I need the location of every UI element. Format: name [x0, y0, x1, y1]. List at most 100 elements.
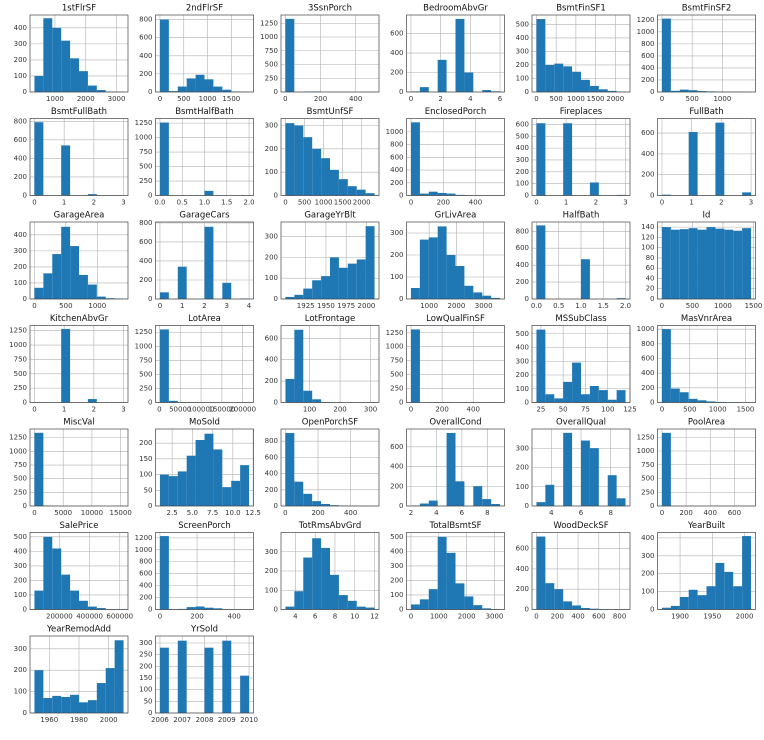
y-tick-label: 400 [641, 150, 654, 158]
chart-title: FullBath [689, 107, 723, 117]
bar [536, 329, 546, 403]
bar [446, 193, 456, 196]
bar [697, 229, 707, 299]
bar [204, 190, 214, 196]
y-tick-label: 0 [23, 88, 27, 96]
y-tick-label: 500 [14, 370, 27, 378]
x-tick-label: 3000 [486, 613, 504, 621]
x-tick-label: 2000 [606, 95, 624, 103]
x-tick-label: 200 [437, 199, 450, 207]
y-tick-label: 300 [265, 233, 278, 241]
bar [688, 589, 698, 610]
bar [581, 259, 590, 299]
y-tick-label: 500 [516, 330, 529, 338]
y-tick-label: 0 [148, 709, 152, 717]
plot-frame [406, 118, 505, 196]
bar [563, 432, 573, 506]
y-tick-label: 200 [14, 666, 27, 674]
x-tick-label: 400 [344, 509, 357, 517]
bar [455, 266, 465, 299]
chart-title: YearRemodAdd [46, 625, 111, 635]
x-tick-label: 5.0 [187, 509, 198, 517]
bar [294, 294, 304, 299]
plot-frame [280, 14, 380, 93]
bar [321, 503, 330, 506]
x-tick-label: 1 [62, 406, 66, 414]
y-tick-label: 0 [274, 399, 278, 407]
x-tick-label: 400000 [76, 613, 103, 621]
bar [61, 40, 71, 92]
chart-title: BsmtHalfBath [175, 107, 234, 117]
y-tick-label: 600 [516, 120, 529, 128]
y-tick-label: 400 [265, 470, 278, 478]
y-tick-label: 750 [14, 355, 27, 363]
x-tick-label: 25 [536, 406, 545, 414]
bar [616, 498, 626, 506]
bar [356, 259, 366, 299]
y-tick-label: 600 [516, 244, 529, 252]
x-tick-label: 12 [370, 613, 379, 621]
x-tick-label: 2.5 [167, 509, 178, 517]
y-tick-label: 0 [525, 192, 529, 200]
chart-title: SalePrice [60, 521, 99, 531]
bar [607, 475, 617, 506]
x-tick-label: 4 [434, 509, 439, 517]
x-tick-label: 2 [409, 509, 413, 517]
y-tick-label: 100 [516, 385, 529, 393]
y-tick-label: 1200 [135, 534, 153, 542]
y-tick-label: 300 [14, 562, 27, 570]
x-tick-label: 4 [468, 95, 473, 103]
bar [446, 432, 456, 506]
y-tick-label: 50 [144, 697, 153, 705]
bar [285, 296, 295, 299]
x-tick-label: 1950 [703, 613, 721, 621]
bar [437, 192, 447, 196]
y-tick-label: 200 [390, 179, 403, 187]
bar [545, 484, 555, 506]
y-tick-label: 1000 [135, 546, 153, 554]
bar [321, 547, 330, 610]
x-tick-label: 1.5 [598, 302, 609, 310]
y-tick-label: 0 [23, 502, 27, 510]
y-tick-label: 100 [516, 483, 529, 491]
y-tick-label: 100 [516, 180, 529, 188]
bar [52, 254, 62, 299]
y-tick-label: 200 [265, 377, 278, 385]
bar [706, 401, 716, 403]
plot-frame [406, 428, 505, 507]
bar [419, 193, 429, 196]
y-tick-label: 750 [139, 356, 152, 364]
plot-frame [280, 118, 380, 196]
bar [491, 504, 501, 506]
x-tick-label: 1000 [315, 199, 333, 207]
y-tick-label: 600 [390, 30, 403, 38]
y-tick-label: 400 [390, 547, 403, 555]
y-tick-label: 200 [516, 585, 529, 593]
x-tick-label: 1500 [334, 199, 352, 207]
bar [159, 474, 169, 506]
chart-title: Fireplaces [560, 107, 603, 117]
bar [742, 536, 751, 610]
y-tick-label: 250 [14, 384, 27, 392]
x-tick-label: 0.5 [553, 302, 564, 310]
y-tick-label: 0 [148, 399, 152, 407]
bar [437, 536, 447, 610]
x-tick-label: 4 [549, 509, 554, 517]
x-tick-label: 15000 [110, 509, 132, 517]
x-tick-label: 1.0 [575, 302, 586, 310]
bar [105, 668, 115, 713]
y-tick-label: 500 [390, 371, 403, 379]
y-tick-label: 800 [14, 117, 27, 125]
bar [61, 574, 71, 610]
x-tick-label: 0 [157, 406, 161, 414]
bar [365, 607, 375, 610]
x-tick-label: 600 [728, 509, 741, 517]
bar [670, 229, 680, 299]
bar [186, 607, 196, 610]
y-tick-label: 0 [650, 606, 654, 614]
x-tick-label: 500 [685, 95, 698, 103]
bar [410, 288, 420, 299]
x-tick-label: 3 [121, 406, 125, 414]
bar [222, 282, 232, 299]
x-tick-label: 3 [623, 199, 627, 207]
